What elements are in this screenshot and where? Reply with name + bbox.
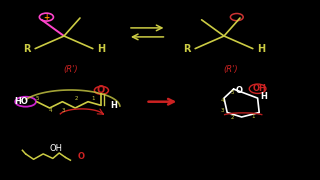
Text: H: H [97,44,105,55]
Text: H: H [257,44,265,55]
Text: (R'): (R') [223,65,238,74]
Text: R: R [23,44,31,55]
Text: 1: 1 [91,96,94,101]
Text: (R'): (R') [63,65,78,74]
Text: 5: 5 [36,96,39,101]
Text: HO: HO [14,97,28,106]
Text: 5: 5 [230,90,234,95]
Text: O: O [78,152,85,161]
Text: H: H [110,101,117,110]
Text: O: O [236,86,243,95]
Text: OH: OH [50,144,62,153]
Text: +: + [43,13,50,22]
Text: H: H [260,92,268,101]
Text: 4: 4 [221,98,224,103]
Text: R: R [183,44,191,55]
Text: 1: 1 [251,114,254,119]
Text: OH: OH [252,84,266,93]
Text: 3: 3 [62,108,65,113]
Text: 4: 4 [49,108,52,113]
Text: O: O [97,85,105,95]
Text: 3: 3 [221,108,224,113]
Text: 2: 2 [230,114,234,120]
Text: 2: 2 [75,96,78,101]
